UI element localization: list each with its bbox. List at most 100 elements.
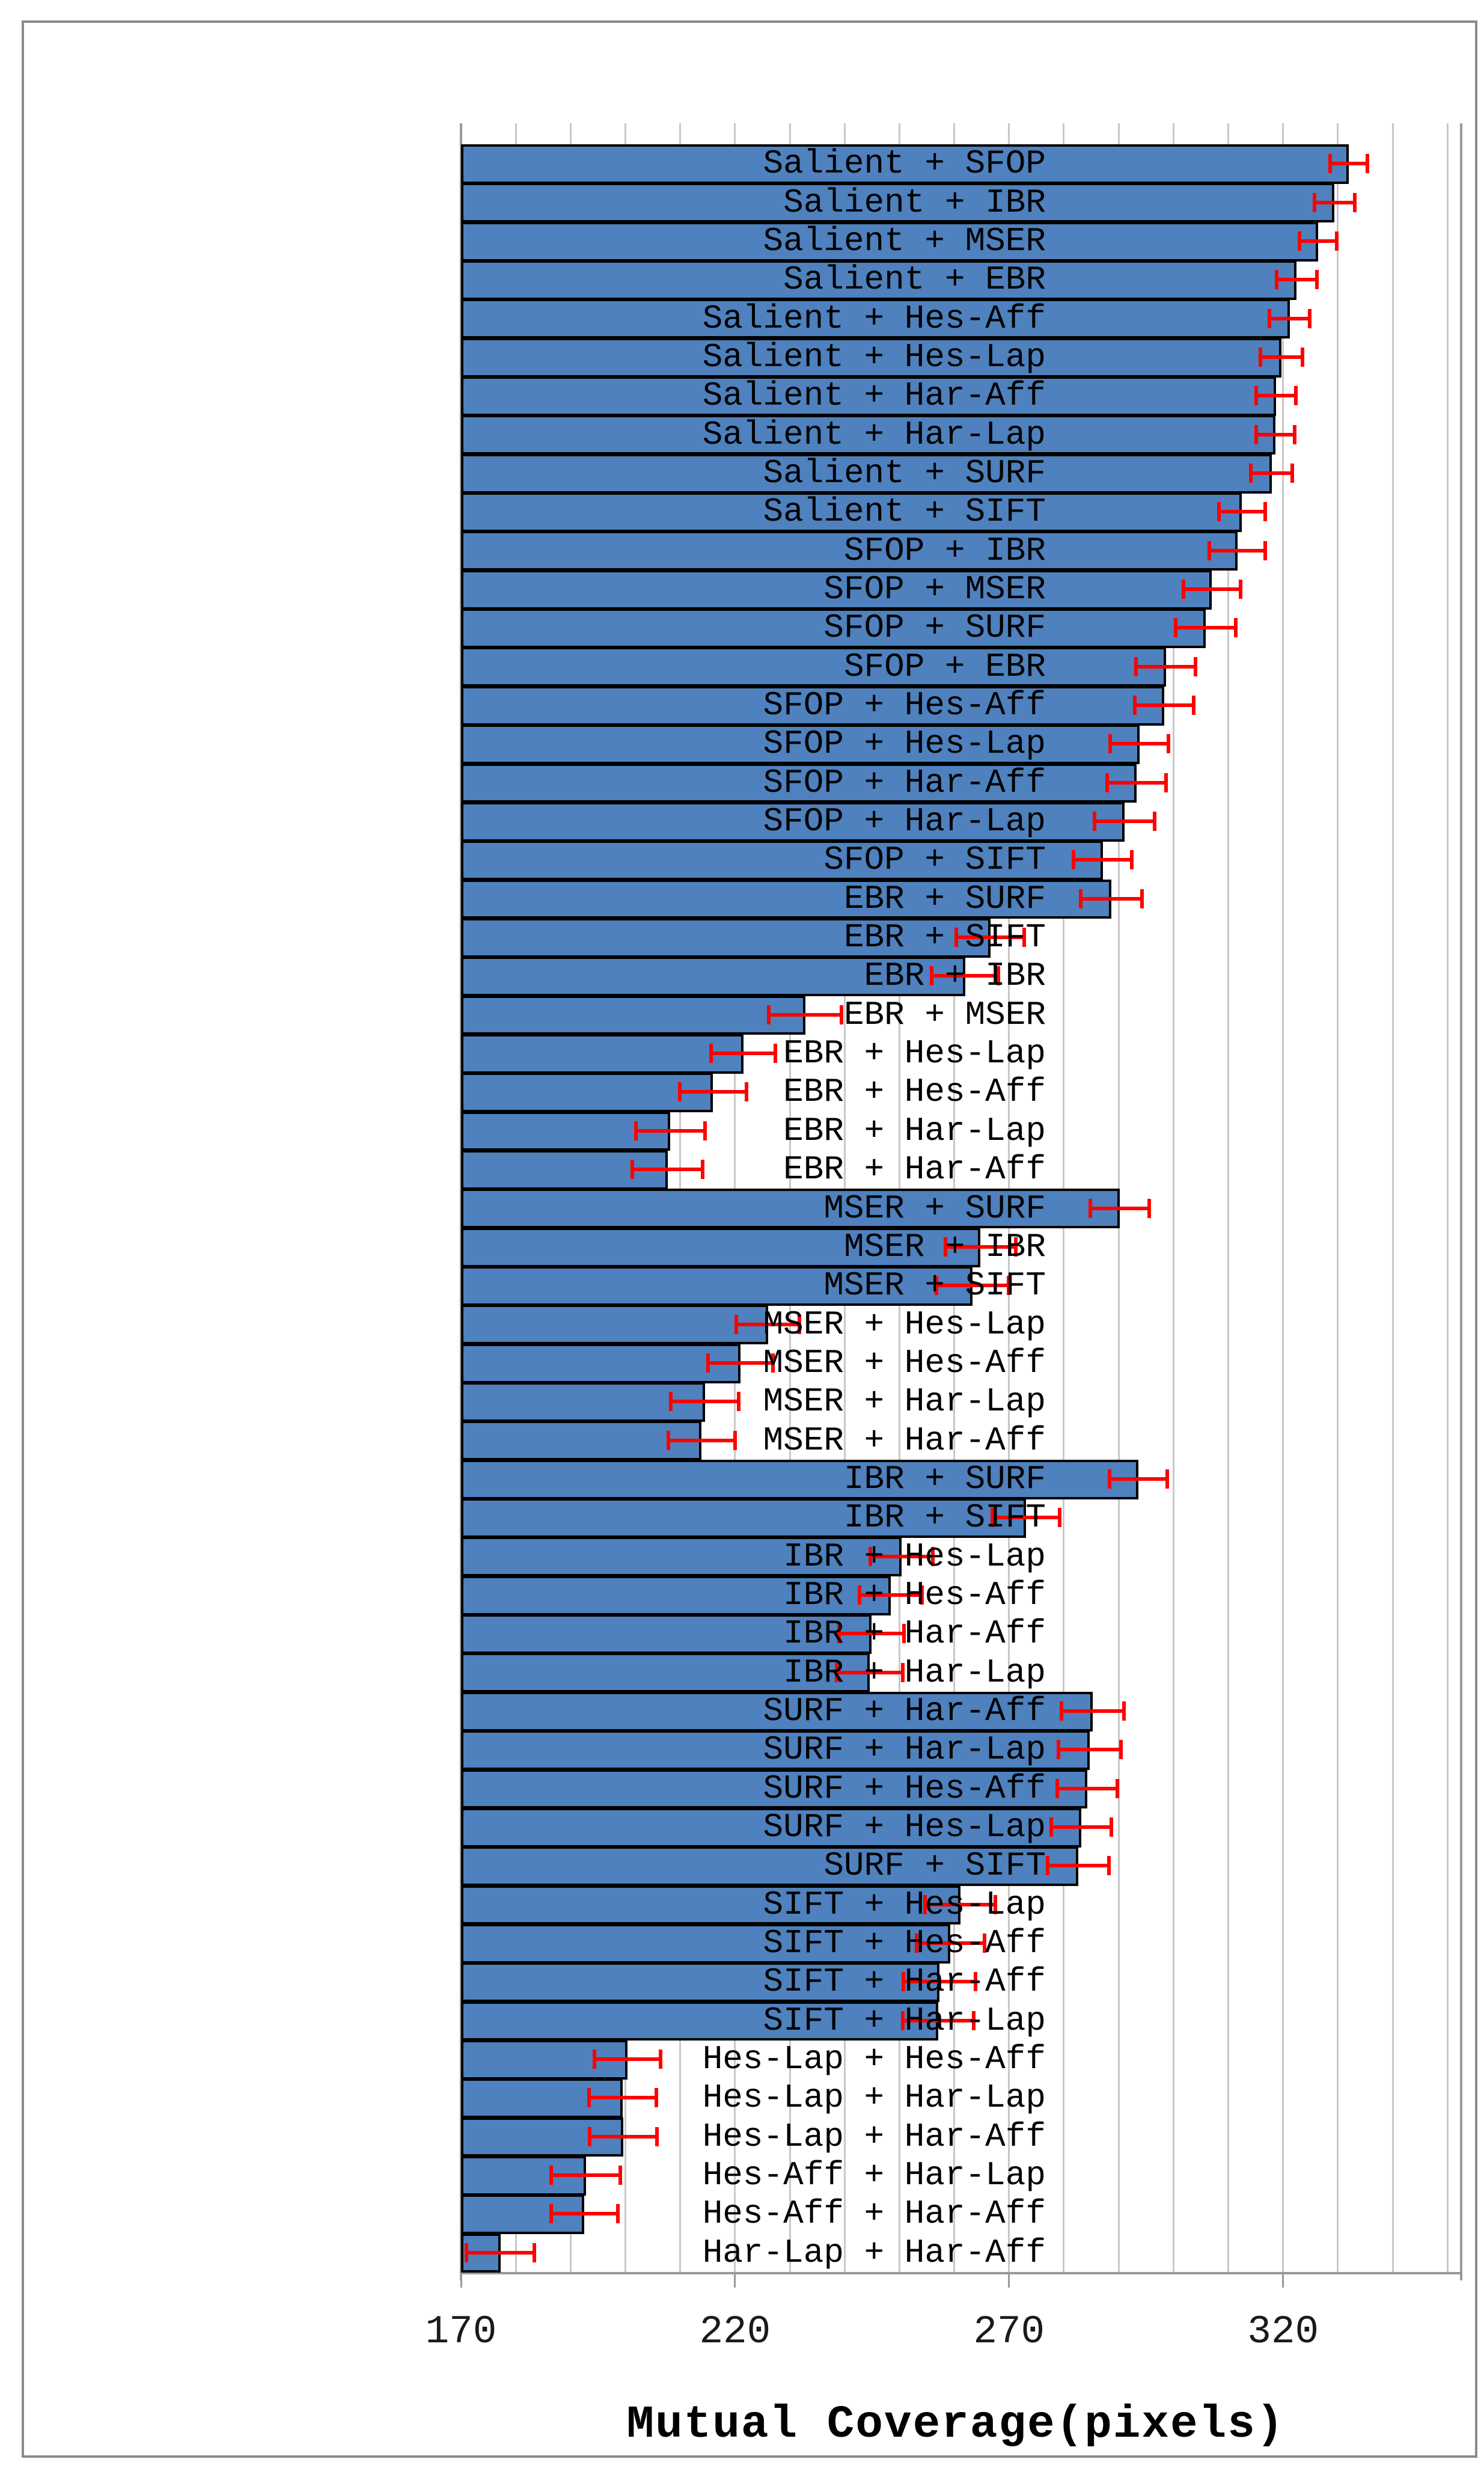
error-bar-left-cap xyxy=(857,1585,861,1605)
error-bar-right-cap xyxy=(1130,850,1134,870)
error-bar-right-cap xyxy=(1300,347,1304,367)
error-bar-right-cap xyxy=(1006,1276,1010,1296)
error-bar-left-cap xyxy=(1079,889,1083,908)
error-bar-right-cap xyxy=(1193,657,1197,676)
error-bar xyxy=(1276,278,1318,282)
bar xyxy=(461,1923,951,1964)
bar xyxy=(461,183,1335,223)
error-bar-right-cap xyxy=(774,1044,778,1064)
error-bar xyxy=(916,1941,985,1946)
error-bar-right-cap xyxy=(1192,696,1196,715)
bar xyxy=(461,1537,902,1577)
error-bar xyxy=(1090,1206,1150,1210)
error-bar-left-cap xyxy=(991,1508,995,1528)
category-label: SFOP + Har-Aff xyxy=(763,763,1046,802)
category-label: SURF + Hes-Lap xyxy=(763,1808,1046,1847)
error-bar-right-cap xyxy=(1119,1740,1123,1760)
error-bar-left-cap xyxy=(734,1314,738,1334)
category-label: IBR + Har-Aff xyxy=(783,1614,1046,1653)
error-bar-left-cap xyxy=(1181,579,1185,599)
category-label: MSER + IBR xyxy=(843,1227,1046,1266)
bar xyxy=(461,957,965,997)
bar xyxy=(461,1421,702,1461)
error-bar-right-cap xyxy=(1165,1469,1170,1489)
error-bar-right-cap xyxy=(900,1662,905,1682)
error-bar xyxy=(936,1284,1009,1288)
error-bar xyxy=(1218,510,1265,514)
error-bar xyxy=(1081,896,1143,901)
category-label: SURF + Har-Aff xyxy=(763,1691,1046,1730)
error-bar-right-cap xyxy=(1110,1817,1114,1837)
category-label: EBR + MSER xyxy=(843,995,1046,1034)
bar xyxy=(461,144,1349,184)
bar xyxy=(461,801,1125,842)
error-bar-right-cap xyxy=(618,2166,623,2185)
error-bar-right-cap xyxy=(902,1624,906,1644)
error-bar xyxy=(1256,432,1295,436)
error-bar-left-cap xyxy=(1055,1778,1060,1798)
gridline xyxy=(1282,123,1284,2272)
error-bar-left-cap xyxy=(914,1933,918,1953)
bar xyxy=(461,1846,1078,1887)
error-bar-right-cap xyxy=(701,1160,705,1180)
bar xyxy=(461,1189,1120,1229)
category-label: EBR + Hes-Aff xyxy=(783,1073,1046,1112)
error-bar-left-cap xyxy=(669,1392,673,1412)
error-bar xyxy=(1175,626,1236,630)
error-bar-left-cap xyxy=(837,1624,841,1644)
error-bar xyxy=(1057,1786,1118,1790)
error-bar-left-cap xyxy=(593,2050,597,2069)
error-bar-left-cap xyxy=(1108,734,1113,754)
category-label: Salient + Har-Lap xyxy=(702,415,1046,454)
category-label: EBR + IBR xyxy=(864,957,1046,996)
error-bar xyxy=(870,1554,933,1558)
error-bar-right-cap xyxy=(737,1392,741,1412)
error-bar-left-cap xyxy=(465,2243,469,2262)
error-bar-left-cap xyxy=(1328,154,1333,174)
error-bar-right-cap xyxy=(1292,424,1296,444)
error-bar-right-cap xyxy=(1366,154,1370,174)
error-bar-left-cap xyxy=(1254,386,1258,406)
error-bar-left-cap xyxy=(944,1237,947,1257)
bar xyxy=(461,608,1206,648)
error-bar-right-cap xyxy=(974,1972,978,1992)
error-bar xyxy=(769,1012,841,1017)
category-label: SIFT + Hes-Lap xyxy=(763,1885,1046,1924)
error-bar-right-cap xyxy=(771,1353,775,1373)
category-label: IBR + SURF xyxy=(843,1459,1046,1498)
error-bar-left-cap xyxy=(1312,192,1316,212)
x-axis-tick xyxy=(460,2274,462,2288)
category-label: Salient + SFOP xyxy=(763,144,1046,183)
error-bar-right-cap xyxy=(1164,773,1168,792)
error-bar-right-cap xyxy=(982,1933,986,1953)
error-bar xyxy=(1061,1709,1125,1713)
error-bar-right-cap xyxy=(615,2204,620,2224)
error-bar-right-cap xyxy=(733,1430,737,1450)
error-bar-left-cap xyxy=(1045,1856,1049,1876)
error-bar-left-cap xyxy=(706,1353,710,1373)
error-bar xyxy=(1073,858,1132,862)
error-bar-left-cap xyxy=(1056,1740,1060,1760)
error-bar-left-cap xyxy=(1248,463,1253,483)
category-label: Salient + Hes-Aff xyxy=(702,299,1046,338)
error-bar-left-cap xyxy=(1217,502,1221,522)
error-bar-right-cap xyxy=(1116,1778,1120,1798)
chart-frame: Mutual Coverage(pixels) Salient + SFOP Sa… xyxy=(22,20,1477,2458)
error-bar-right-cap xyxy=(745,1082,749,1102)
bar xyxy=(461,1614,872,1654)
category-label: SFOP + Har-Lap xyxy=(763,802,1046,841)
error-bar xyxy=(1299,239,1337,243)
error-bar xyxy=(992,1516,1060,1520)
bar xyxy=(461,1343,740,1383)
bar xyxy=(461,221,1319,262)
error-bar-left-cap xyxy=(1049,1817,1053,1837)
bar xyxy=(461,1885,960,1925)
x-tick-label: 170 xyxy=(425,2309,497,2354)
bar xyxy=(461,724,1140,765)
category-label: Hes-Aff + Har-Lap xyxy=(702,2156,1046,2195)
category-label: Hes-Lap + Hes-Aff xyxy=(702,2040,1046,2079)
gridline xyxy=(1172,123,1174,2272)
category-label: IBR + Har-Lap xyxy=(783,1653,1046,1692)
error-bar-left-cap xyxy=(1060,1701,1064,1721)
